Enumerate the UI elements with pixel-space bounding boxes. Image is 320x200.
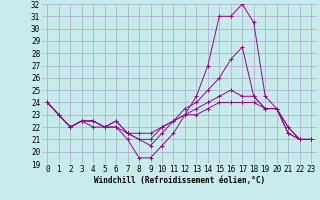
- X-axis label: Windchill (Refroidissement éolien,°C): Windchill (Refroidissement éolien,°C): [94, 176, 265, 185]
